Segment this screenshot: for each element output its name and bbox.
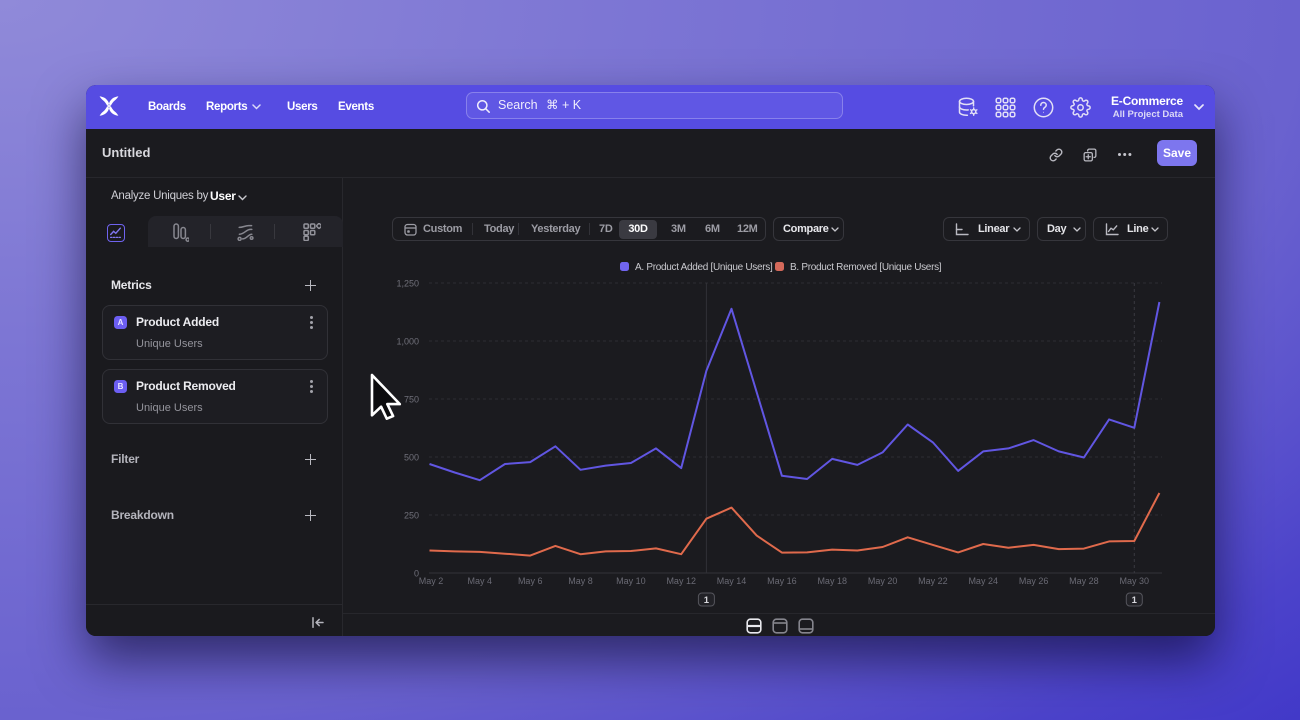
svg-text:1: 1 <box>1132 595 1138 606</box>
svg-text:May 30: May 30 <box>1120 576 1150 586</box>
svg-text:May 20: May 20 <box>868 576 898 586</box>
svg-text:May 12: May 12 <box>666 576 696 586</box>
svg-text:1,250: 1,250 <box>396 279 419 289</box>
svg-text:May 2: May 2 <box>419 576 444 586</box>
svg-text:May 14: May 14 <box>717 576 747 586</box>
svg-text:May 4: May 4 <box>468 576 493 586</box>
svg-text:May 8: May 8 <box>568 576 593 586</box>
svg-text:May 6: May 6 <box>518 576 543 586</box>
svg-text:1: 1 <box>704 595 710 606</box>
svg-text:500: 500 <box>404 453 419 463</box>
svg-text:May 10: May 10 <box>616 576 646 586</box>
svg-text:May 16: May 16 <box>767 576 797 586</box>
svg-text:May 26: May 26 <box>1019 576 1049 586</box>
svg-text:May 22: May 22 <box>918 576 948 586</box>
svg-text:May 28: May 28 <box>1069 576 1099 586</box>
svg-text:0: 0 <box>414 569 419 579</box>
svg-text:1,000: 1,000 <box>396 337 419 347</box>
svg-text:250: 250 <box>404 511 419 521</box>
svg-text:May 18: May 18 <box>817 576 847 586</box>
svg-text:May 24: May 24 <box>968 576 998 586</box>
svg-text:750: 750 <box>404 395 419 405</box>
